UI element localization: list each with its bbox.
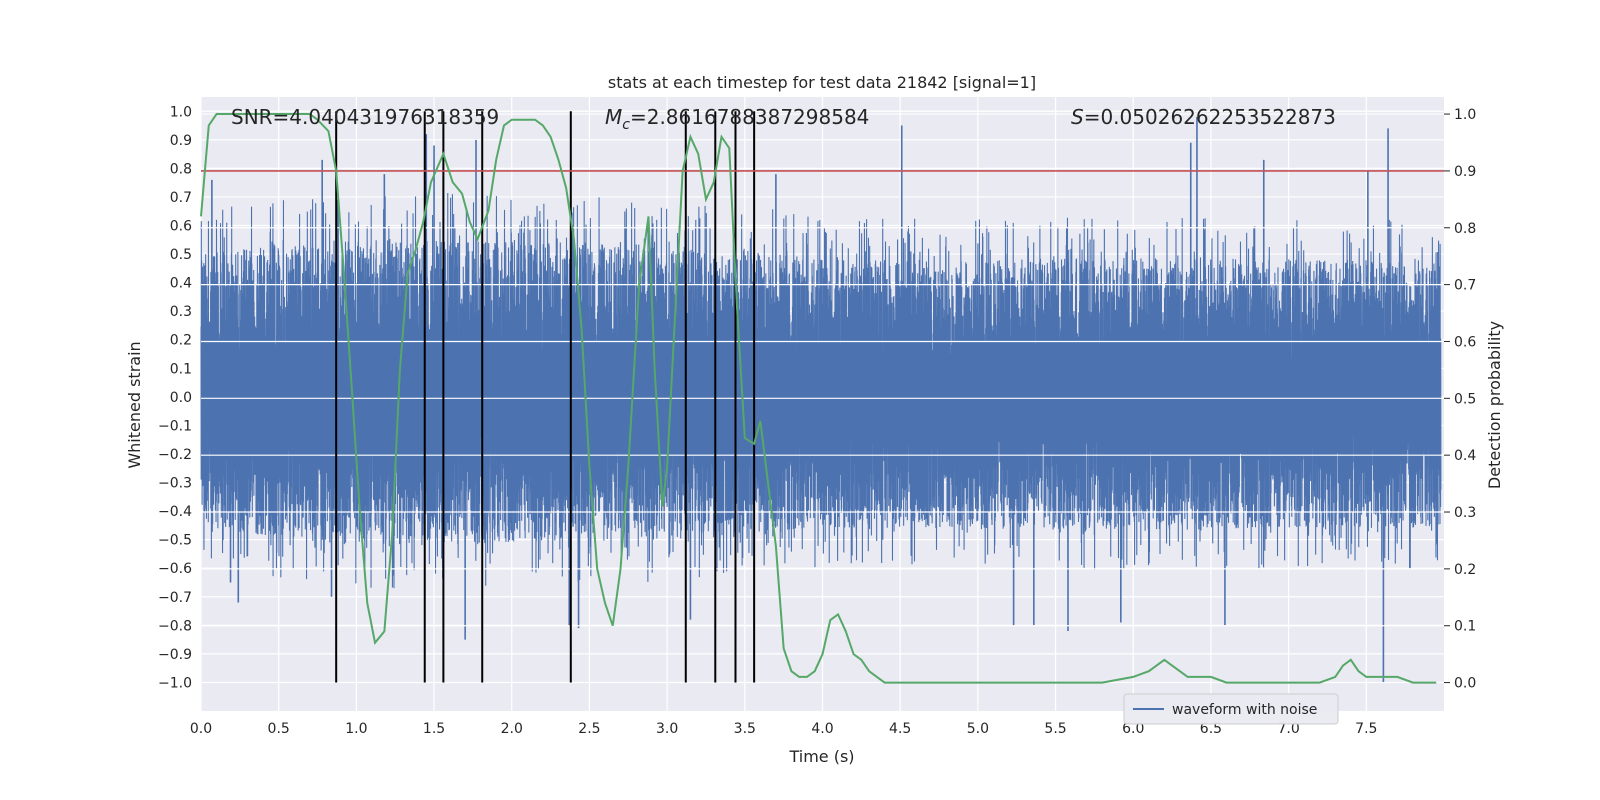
- waveform-line: [200, 193, 1442, 589]
- y2-tick-label: 0.4: [1454, 448, 1476, 464]
- y-tick-label: −0.5: [158, 533, 192, 549]
- x-tick-label: 6.5: [1200, 721, 1222, 737]
- s-annotation: S=0.05026262253522873: [1071, 105, 1336, 129]
- s-value: =0.05026262253522873: [1084, 105, 1336, 129]
- y-tick-label: 0.9: [170, 133, 192, 149]
- x-tick-label: 2.0: [501, 721, 523, 737]
- x-tick-label: 5.0: [967, 721, 989, 737]
- legend-label: waveform with noise: [1172, 702, 1317, 718]
- waveform-series: [200, 116, 1442, 683]
- y-tick-label: −0.2: [158, 447, 192, 463]
- y-tick-label: 0.6: [170, 219, 192, 235]
- s-symbol: S: [1071, 105, 1084, 129]
- x-tick-label: 0.0: [190, 721, 212, 737]
- x-tick-label: 2.5: [578, 721, 600, 737]
- legend: waveform with noise: [1123, 693, 1339, 725]
- x-tick-label: 4.5: [889, 721, 911, 737]
- x-tick-label: 4.0: [811, 721, 833, 737]
- y-tick-label: 0.7: [170, 190, 192, 206]
- chirp-mass-symbol: M: [605, 105, 622, 129]
- y2-tick-label: 0.1: [1454, 619, 1476, 635]
- y-tick-label: −0.8: [158, 618, 192, 634]
- y-tick-label: −0.7: [158, 590, 192, 606]
- x-tick-label: 0.5: [268, 721, 290, 737]
- chart-title: stats at each timestep for test data 218…: [608, 73, 1036, 92]
- y-tick-label: −0.1: [158, 418, 192, 434]
- y2-tick-label: 0.0: [1454, 676, 1476, 692]
- legend-box: [1123, 693, 1339, 725]
- y-tick-label: 0.5: [170, 247, 192, 263]
- tick-labels: 0.0 0.5 1.0 1.5 2.0 2.5 3.0 3.5 4.0 4.5 5.0 5.5 6.0 6…: [158, 104, 1476, 737]
- y-tick-label: 0.4: [170, 276, 192, 292]
- x-axis-label: Time (s): [788, 747, 854, 766]
- x-tick-label: 7.5: [1355, 721, 1377, 737]
- x-tick-label: 7.0: [1277, 721, 1299, 737]
- y2-axis-label: Detection probability: [1485, 321, 1504, 489]
- y-tick-label: 0.3: [170, 304, 192, 320]
- y2-tick-label: 0.3: [1454, 505, 1476, 521]
- y-tick-label: 0.1: [170, 361, 192, 377]
- y2-tick-label: 0.8: [1454, 221, 1476, 237]
- chirp-mass-subscript: c: [622, 117, 630, 133]
- snr-annotation: SNR=4.040431976318359: [231, 105, 499, 129]
- x-tick-label: 3.0: [656, 721, 678, 737]
- y2-tick-label: 1.0: [1454, 107, 1476, 123]
- y-tick-label: −0.4: [158, 504, 192, 520]
- chirp-mass-value: =2.8616788387298584: [630, 105, 869, 129]
- probability-series: [200, 113, 1437, 684]
- probability-line: [200, 113, 1437, 684]
- y-tick-label: 0.0: [170, 390, 192, 406]
- y-tick-label: 0.2: [170, 333, 192, 349]
- x-tick-label: 3.5: [734, 721, 756, 737]
- x-tick-label: 5.5: [1044, 721, 1066, 737]
- x-tick-label: 1.5: [423, 721, 445, 737]
- y-tick-label: 0.8: [170, 161, 192, 177]
- y2-tick-label: 0.9: [1454, 164, 1476, 180]
- vertical-markers: [335, 111, 756, 683]
- y-tick-label: −0.9: [158, 647, 192, 663]
- y2-tick-label: 0.6: [1454, 334, 1476, 350]
- y-tick-label: −0.6: [158, 561, 192, 577]
- x-tick-label: 6.0: [1122, 721, 1144, 737]
- y-axis-label: Whitened strain: [125, 341, 144, 468]
- y-tick-label: 1.0: [170, 104, 192, 120]
- grid-lines-y2: [201, 113, 1444, 684]
- y2-tick-label: 0.5: [1454, 391, 1476, 407]
- chirp-mass-annotation: Mc=2.8616788387298584: [605, 105, 869, 133]
- y2-tick-label: 0.7: [1454, 278, 1476, 294]
- y2-tick-label: 0.2: [1454, 562, 1476, 578]
- x-tick-label: 1.0: [345, 721, 367, 737]
- y-tick-label: −1.0: [158, 675, 192, 691]
- y-tick-label: −0.3: [158, 476, 192, 492]
